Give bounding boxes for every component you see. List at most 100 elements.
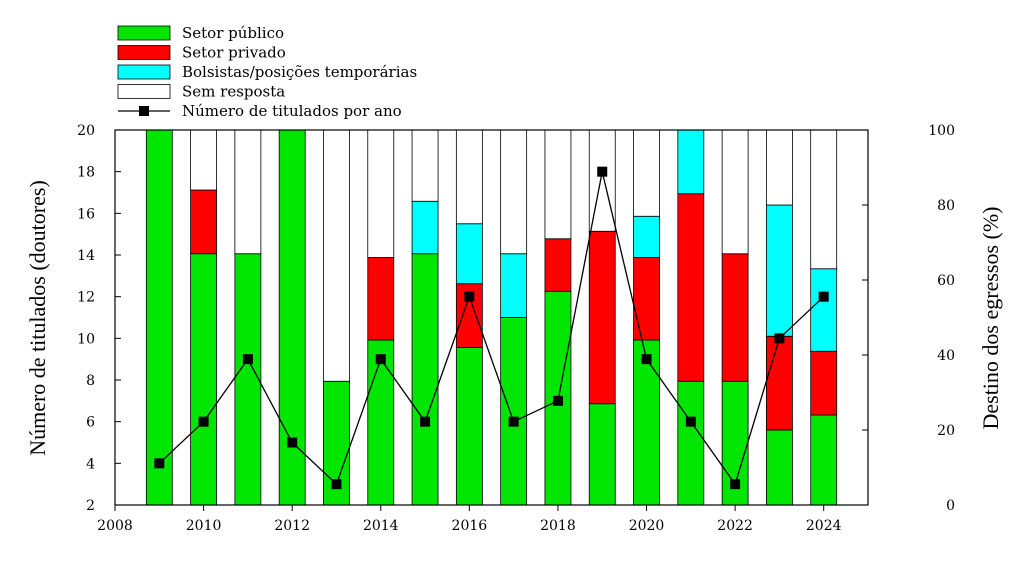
y-right-tick-label-60: 60 [937, 273, 955, 289]
y-right-tick-label-0: 0 [946, 498, 955, 514]
bar-setor-publico-2020 [633, 339, 660, 506]
y-left-tick-label-8: 8 [86, 373, 95, 389]
count-point-2022 [730, 479, 741, 490]
bar-setor-publico-2011 [234, 253, 262, 506]
bar-bolsistas-posicoes-temporarias-2020 [633, 215, 660, 258]
count-point-2018 [552, 395, 563, 406]
bar-setor-publico-2023 [766, 429, 793, 506]
bar-bolsistas-posicoes-temporarias-2024 [810, 268, 838, 352]
x-axis: 2008 2010 2012 2014 2016 2018 2020 2022 2024 [97, 505, 842, 534]
count-point-2015 [420, 416, 431, 427]
y-axis-right: 0 20 40 60 80 100 [862, 123, 955, 514]
x-tick-label-2022: 2022 [717, 518, 753, 534]
count-point-2010 [198, 416, 209, 427]
legend-label-setor-publico: Setor público [182, 24, 284, 42]
x-tick-label-2020: 2020 [629, 518, 665, 534]
y-left-tick-label-4: 4 [86, 456, 95, 472]
x-tick-label-2012: 2012 [274, 518, 310, 534]
bar-setor-publico-2019 [588, 403, 616, 506]
x-tick-label-2008: 2008 [97, 518, 133, 534]
bar-setor-privado-2018 [544, 238, 572, 292]
count-point-2013 [331, 479, 342, 490]
count-point-2019 [597, 166, 608, 177]
bar-sem-resposta-2011 [234, 129, 262, 255]
legend-swatch-setor-publico [117, 25, 171, 41]
x-tick-label-2024: 2024 [806, 518, 842, 534]
bar-sem-resposta-2017 [500, 129, 528, 255]
bar-bolsistas-posicoes-temporarias-2017 [500, 253, 528, 318]
x-tick-label-2010: 2010 [186, 518, 222, 534]
legend-swatch-sem-resposta [117, 84, 171, 99]
count-point-2024 [818, 291, 829, 302]
y-left-tick-label-16: 16 [77, 206, 95, 222]
count-point-2011 [242, 354, 253, 365]
bar-setor-publico-2014 [367, 339, 395, 506]
bar-setor-publico-2016 [455, 347, 483, 506]
bar-setor-privado-2021 [677, 193, 705, 382]
y-left-tick-label-14: 14 [77, 248, 95, 264]
count-point-2016 [464, 291, 475, 302]
plot-frame [114, 129, 869, 506]
legend-swatch-setor-privado [117, 45, 171, 60]
x-tick-label-2018: 2018 [540, 518, 576, 534]
y-left-tick-label-6: 6 [86, 415, 95, 431]
y-right-tick-label-80: 80 [937, 198, 955, 214]
bar-setor-privado-2020 [633, 257, 660, 341]
bar-setor-publico-2010 [190, 253, 217, 506]
bar-sem-resposta-2023 [766, 129, 793, 206]
count-point-2023 [774, 333, 785, 344]
legend-label-sem-resposta: Sem resposta [182, 83, 285, 101]
x-tick-label-2014: 2014 [363, 518, 399, 534]
count-point-2017 [508, 416, 519, 427]
count-line [154, 166, 829, 490]
bar-sem-resposta-2020 [633, 129, 660, 217]
bar-setor-publico-2021 [677, 380, 705, 506]
bars [145, 129, 838, 506]
y-axis-left-title: Número de titulados (doutores) [25, 180, 50, 456]
bar-bolsistas-posicoes-temporarias-2016 [455, 223, 483, 285]
bar-sem-resposta-2015 [411, 129, 439, 202]
legend-label-bolsistas-posicoes-temporarias: Bolsistas/posições temporárias [182, 63, 417, 81]
legend-swatch-bolsistas-posicoes-temporarias [117, 64, 171, 80]
legend-label-setor-privado: Setor privado [182, 44, 286, 62]
y-left-tick-label-10: 10 [77, 331, 95, 347]
bar-sem-resposta-2010 [190, 129, 217, 191]
bar-sem-resposta-2013 [323, 129, 350, 382]
y-axis-right-title: Destino dos egressos (%) [978, 206, 1003, 429]
bar-setor-privado-2019 [588, 230, 616, 405]
count-point-2020 [641, 354, 652, 365]
legend-label-numero-de-titulados-por-ano: Número de titulados por ano [182, 102, 402, 120]
y-left-tick-label-20: 20 [77, 123, 95, 139]
bar-setor-publico-2017 [500, 317, 528, 506]
bar-setor-privado-2023 [766, 335, 793, 431]
count-point-2021 [685, 416, 696, 427]
y-right-tick-label-40: 40 [937, 348, 955, 364]
bar-setor-privado-2022 [721, 253, 749, 382]
bar-bolsistas-posicoes-temporarias-2023 [766, 204, 793, 337]
bar-setor-privado-2014 [367, 257, 395, 341]
count-point-2009 [154, 458, 165, 469]
count-line-path [158, 171, 825, 486]
bar-bolsistas-posicoes-temporarias-2021 [677, 129, 705, 195]
y-right-tick-label-20: 20 [937, 423, 955, 439]
x-tick-label-2016: 2016 [452, 518, 488, 534]
legend: Setor público Setor privadoBolsistas/posi… [117, 24, 417, 120]
y-left-tick-label-12: 12 [77, 290, 95, 306]
count-point-2012 [287, 437, 298, 448]
bar-sem-resposta-2016 [455, 129, 483, 225]
bar-sem-resposta-2014 [367, 129, 395, 258]
legend-swatch-marker [139, 106, 149, 116]
bar-sem-resposta-2018 [544, 129, 572, 240]
bar-setor-publico-2024 [810, 414, 838, 506]
bar-sem-resposta-2022 [721, 129, 749, 255]
bar-setor-publico-2015 [411, 253, 439, 506]
bar-sem-resposta-2024 [810, 129, 838, 270]
y-left-tick-label-2: 2 [86, 498, 95, 514]
bar-setor-privado-2010 [190, 189, 217, 255]
bar-setor-privado-2024 [810, 350, 838, 416]
y-left-tick-label-18: 18 [77, 165, 95, 181]
bar-setor-publico-2012 [278, 129, 306, 506]
bar-bolsistas-posicoes-temporarias-2015 [411, 200, 439, 255]
y-right-tick-label-100: 100 [928, 123, 955, 139]
